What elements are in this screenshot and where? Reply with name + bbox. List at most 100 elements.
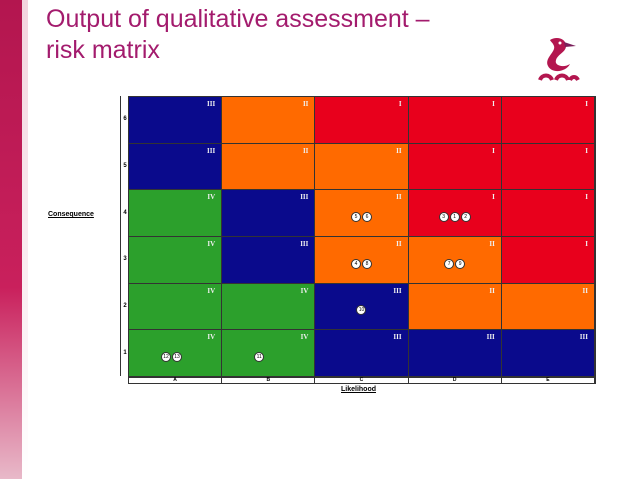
matrix-cell: IV (129, 190, 223, 237)
company-logo (538, 38, 580, 82)
matrix-cell: IV (222, 283, 316, 331)
risk-markers: 10 (315, 305, 407, 316)
matrix-cell: I (501, 190, 595, 237)
risk-rating-label: III (486, 333, 495, 342)
matrix-cell: II (501, 283, 595, 331)
matrix-cell: IV (129, 237, 223, 284)
risk-rating-label: III (300, 193, 309, 202)
y-tick-label: 1 (123, 349, 127, 356)
risk-marker: 3 (438, 212, 449, 222)
slide-accent-bar (0, 0, 22, 479)
risk-rating-label: II (489, 286, 495, 295)
risk-rating-label: I (398, 100, 402, 108)
y-tick-label: 5 (123, 162, 127, 169)
y-tick-label: 2 (123, 302, 127, 309)
matrix-cell: I (501, 143, 595, 191)
risk-rating-label: IV (300, 333, 309, 342)
y-axis-label: Consequence (48, 211, 94, 218)
slide-title-line-1: Output of qualitative assessment – (46, 5, 430, 33)
x-tick-label: D (409, 377, 502, 383)
matrix-cell: III (408, 330, 502, 377)
matrix-cell: II (222, 143, 316, 191)
matrix-cell: II (222, 97, 316, 144)
matrix-cell: III (222, 190, 316, 237)
matrix-cell: II 4 8 (315, 237, 409, 284)
matrix-cell: IV 11 (222, 330, 316, 377)
risk-rating-label: II (489, 240, 495, 248)
risk-rating-label: III (207, 100, 216, 108)
risk-rating-label: IV (207, 240, 216, 248)
risk-marker: 13 (172, 352, 182, 362)
matrix-cell: II 7 9 (408, 237, 502, 284)
slide-title-line-2: risk matrix (46, 36, 160, 64)
matrix-cell: III (222, 237, 316, 284)
matrix-cell: III (129, 143, 223, 191)
matrix-cell: I (315, 97, 409, 144)
risk-marker: 12 (161, 352, 171, 362)
risk-marker: 4 (350, 258, 361, 269)
risk-rating-label: IV (207, 286, 216, 295)
matrix-cell: III (315, 330, 409, 377)
risk-rating-label: I (585, 193, 588, 202)
risk-rating-label: I (492, 100, 495, 108)
y-tick-label: 3 (123, 256, 127, 263)
risk-rating-label: III (300, 240, 309, 248)
matrix-cell: IV (129, 283, 223, 331)
risk-marker: 8 (361, 258, 372, 269)
matrix-cell: II (408, 283, 502, 331)
x-axis-label: Likelihood (341, 386, 376, 393)
risk-rating-label: I (585, 100, 588, 108)
risk-rating-label: II (396, 193, 402, 202)
risk-markers: 12 13 (129, 352, 221, 362)
risk-marker: 2 (460, 212, 471, 222)
risk-rating-label: IV (207, 333, 216, 342)
risk-matrix: III II I I I III II II I I IV III II 5 6 I 3 1 2 I IV III II 4 8… (128, 96, 596, 378)
risk-rating-label: IV (207, 193, 216, 202)
risk-marker: 7 (444, 258, 455, 269)
slide-title: Output of qualitative assessment – risk … (46, 4, 516, 66)
risk-rating-label: I (585, 146, 588, 155)
matrix-cell: II (315, 143, 409, 191)
matrix-cell: II 5 6 (315, 190, 409, 237)
y-tick-label: 6 (123, 116, 127, 123)
risk-marker: 10 (356, 305, 367, 316)
risk-rating-label: III (393, 286, 402, 295)
matrix-cell: IV 12 13 (129, 330, 223, 377)
x-tick-label: A (129, 377, 223, 383)
y-tick-label: 4 (123, 209, 127, 216)
matrix-cell: I (408, 97, 502, 144)
matrix-cell: III (129, 97, 223, 144)
matrix-cell: III (501, 330, 595, 377)
risk-rating-label: III (207, 146, 216, 155)
x-tick-label: C (315, 377, 409, 383)
matrix-cell: I (501, 237, 595, 284)
risk-rating-label: III (393, 333, 402, 342)
risk-rating-label: I (492, 193, 495, 202)
risk-rating-label: II (396, 146, 402, 155)
y-axis-ticks: 6 5 4 3 2 1 (120, 96, 129, 376)
risk-marker: 9 (455, 258, 466, 269)
risk-markers: 11 (222, 352, 314, 362)
slide-accent-strip (22, 0, 28, 479)
risk-rating-label: I (492, 146, 495, 155)
risk-marker: 5 (350, 212, 361, 222)
risk-marker: 6 (361, 212, 372, 222)
matrix-cell: III 10 (315, 283, 409, 331)
risk-rating-label: II (302, 146, 309, 155)
risk-rating-label: IV (300, 286, 309, 295)
risk-rating-label: III (579, 333, 588, 342)
risk-rating-label: II (396, 240, 402, 248)
risk-rating-label: II (302, 100, 309, 108)
risk-rating-label: II (582, 286, 588, 295)
risk-rating-label: I (585, 240, 588, 248)
matrix-cell: I (408, 143, 502, 191)
x-tick-label: E (502, 377, 595, 383)
risk-marker: 11 (254, 352, 265, 362)
matrix-cell: I (501, 97, 595, 144)
x-tick-label: B (222, 377, 316, 383)
